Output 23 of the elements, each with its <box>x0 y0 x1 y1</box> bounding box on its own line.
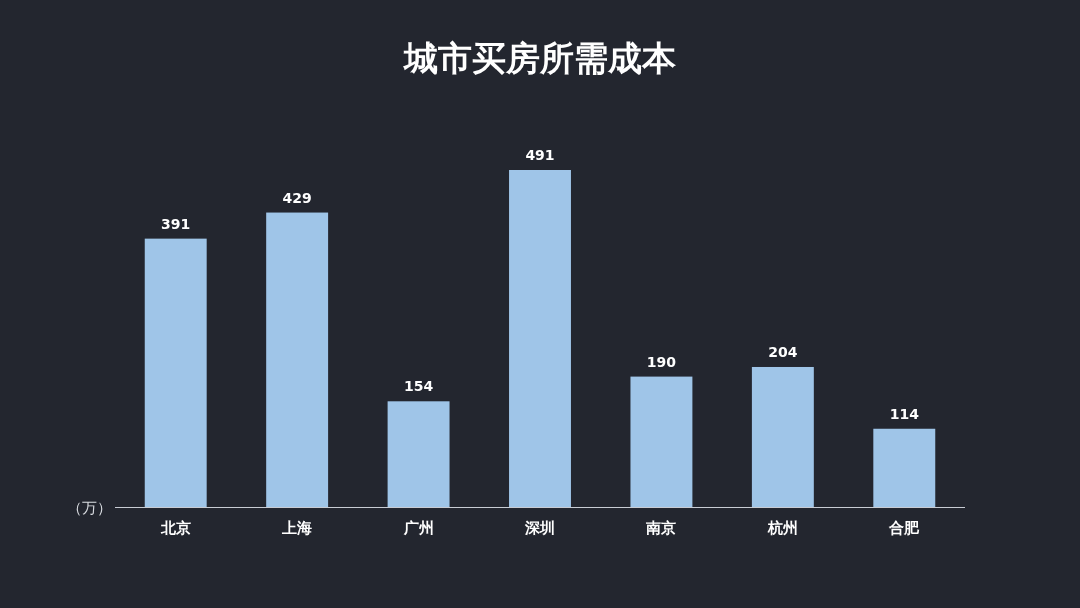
data-label: 429 <box>282 189 312 206</box>
data-label: 391 <box>161 215 191 232</box>
bar <box>266 212 329 507</box>
bar <box>751 366 814 507</box>
bar <box>387 401 450 507</box>
x-tick-label: 南京 <box>645 519 677 537</box>
x-tick-label: 广州 <box>402 519 434 537</box>
data-label: 491 <box>525 147 555 163</box>
data-label: 190 <box>646 353 677 370</box>
x-tick-label: 合肥 <box>888 519 921 537</box>
x-tick-label: 深圳 <box>524 519 555 537</box>
y-axis-title: （万） <box>67 499 112 517</box>
data-label: 154 <box>403 378 434 395</box>
bar <box>630 376 693 507</box>
bar <box>509 170 571 507</box>
x-tick-label: 杭州 <box>766 519 798 537</box>
data-label: 114 <box>889 405 920 422</box>
bar <box>873 428 936 507</box>
x-tick-label: 上海 <box>281 519 313 537</box>
x-tick-label: 北京 <box>159 519 191 537</box>
data-label: 204 <box>768 343 798 360</box>
bar <box>144 238 207 507</box>
chart-title: 城市买房所需成本 <box>402 38 677 78</box>
